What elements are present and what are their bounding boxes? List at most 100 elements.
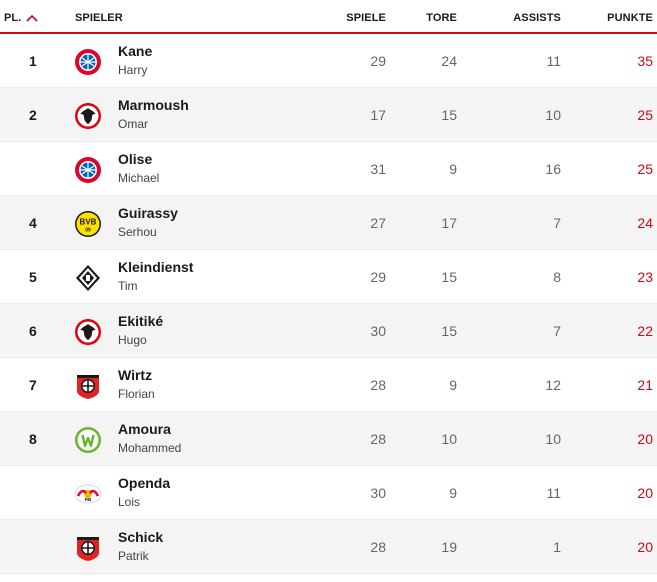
player-lastname[interactable]: Olise — [118, 151, 153, 167]
table-row[interactable]: RB Openda Lois 30 9 11 20 — [0, 466, 657, 520]
rank-cell: 6 — [29, 323, 37, 339]
player-name[interactable]: Schick Patrik — [118, 529, 163, 564]
assists-cell: 8 — [553, 269, 561, 285]
goals-cell: 24 — [441, 53, 457, 69]
player-lastname[interactable]: Guirassy — [118, 205, 178, 221]
points-cell: 35 — [637, 53, 653, 69]
points-cell: 24 — [637, 215, 653, 231]
games-header[interactable]: SPIELE — [346, 12, 386, 24]
player-firstname: Mohammed — [118, 441, 182, 455]
assists-cell: 12 — [545, 377, 561, 393]
table-row[interactable]: 4 BVB 09 Guirassy Serhou 27 17 7 24 — [0, 196, 657, 250]
player-name[interactable]: Kane Harry — [118, 43, 152, 78]
vfl-wolfsburg-crest-icon — [73, 425, 103, 455]
player-lastname[interactable]: Ekitiké — [118, 313, 164, 329]
borussia-moenchengladbach-crest-icon — [73, 263, 103, 293]
player-firstname: Harry — [118, 63, 148, 77]
rank-cell: 2 — [29, 107, 37, 123]
player-name[interactable]: Guirassy Serhou — [118, 205, 178, 240]
player-lastname[interactable]: Schick — [118, 529, 164, 545]
player-name[interactable]: Kleindienst Tim — [118, 259, 193, 294]
player-name[interactable]: Amoura Mohammed — [118, 421, 181, 456]
rank-cell: 8 — [29, 431, 37, 447]
assists-cell: 1 — [553, 539, 561, 555]
player-lastname[interactable]: Marmoush — [118, 97, 189, 113]
goals-cell: 10 — [441, 431, 457, 447]
svg-text:BVB: BVB — [80, 218, 97, 227]
goals-cell: 15 — [441, 323, 457, 339]
player-firstname: Patrik — [118, 549, 149, 563]
games-cell: 29 — [370, 269, 386, 285]
table-row[interactable]: 6 Ekitiké Hugo 30 15 7 22 — [0, 304, 657, 358]
points-cell: 20 — [637, 485, 653, 501]
assists-header[interactable]: ASSISTS — [513, 12, 561, 24]
player-name[interactable]: Olise Michael — [118, 151, 159, 186]
table-row[interactable]: 7 Wirtz Florian 28 9 12 21 — [0, 358, 657, 412]
table-row[interactable]: 1 Kane Harry 29 24 11 35 — [0, 34, 657, 88]
bayer-leverkusen-crest-icon — [73, 371, 103, 401]
player-name[interactable]: Openda Lois — [118, 475, 170, 510]
goals-cell: 9 — [449, 161, 457, 177]
player-lastname[interactable]: Amoura — [118, 421, 171, 437]
games-cell: 31 — [370, 161, 386, 177]
player-firstname: Florian — [118, 387, 155, 401]
rank-cell: 5 — [29, 269, 37, 285]
chevron-up-icon — [26, 14, 38, 22]
games-cell: 17 — [370, 107, 386, 123]
assists-cell: 10 — [545, 107, 561, 123]
goals-cell: 17 — [441, 215, 457, 231]
assists-cell: 16 — [545, 161, 561, 177]
borussia-dortmund-crest-icon: BVB 09 — [73, 209, 103, 239]
player-lastname[interactable]: Kane — [118, 43, 153, 59]
rank-sort-header[interactable]: PL. — [4, 12, 38, 24]
rb-leipzig-crest-icon: RB — [73, 479, 103, 509]
points-cell: 25 — [637, 161, 653, 177]
player-lastname[interactable]: Openda — [118, 475, 171, 491]
goals-cell: 9 — [449, 485, 457, 501]
eintracht-frankfurt-crest-icon — [73, 101, 103, 131]
points-cell: 25 — [637, 107, 653, 123]
player-lastname[interactable]: Wirtz — [118, 367, 153, 383]
svg-text:09: 09 — [85, 228, 91, 234]
player-firstname: Michael — [118, 171, 160, 185]
points-cell: 20 — [637, 431, 653, 447]
table-header: PL. SPIELER SPIELE TORE ASSISTS PUNKTE — [0, 0, 657, 34]
player-name[interactable]: Marmoush Omar — [118, 97, 189, 132]
assists-cell: 10 — [545, 431, 561, 447]
points-cell: 20 — [637, 539, 653, 555]
table-body: 1 Kane Harry 29 24 11 35 2 Marmoush Omar 17 15 10 25 O… — [0, 34, 657, 574]
rank-header-label: PL. — [4, 12, 22, 24]
player-lastname[interactable]: Kleindienst — [118, 259, 194, 275]
games-cell: 29 — [370, 53, 386, 69]
assists-cell: 11 — [546, 485, 561, 501]
games-cell: 30 — [370, 323, 386, 339]
games-cell: 30 — [370, 485, 386, 501]
bayern-muenchen-crest-icon — [73, 47, 103, 77]
assists-cell: 11 — [546, 53, 561, 69]
goals-header[interactable]: TORE — [426, 12, 457, 24]
games-cell: 27 — [370, 215, 386, 231]
goals-cell: 15 — [441, 269, 457, 285]
rank-cell: 7 — [29, 377, 37, 393]
player-firstname: Omar — [118, 117, 148, 131]
table-row[interactable]: 5 Kleindienst Tim 29 15 8 23 — [0, 250, 657, 304]
table-row[interactable]: Olise Michael 31 9 16 25 — [0, 142, 657, 196]
table-row[interactable]: 2 Marmoush Omar 17 15 10 25 — [0, 88, 657, 142]
player-name[interactable]: Ekitiké Hugo — [118, 313, 163, 348]
points-cell: 22 — [637, 323, 653, 339]
bayer-leverkusen-crest-icon — [73, 533, 103, 563]
svg-text:RB: RB — [85, 497, 92, 502]
table-row[interactable]: Schick Patrik 28 19 1 20 — [0, 520, 657, 574]
assists-cell: 7 — [553, 323, 561, 339]
goals-cell: 9 — [449, 377, 457, 393]
player-firstname: Serhou — [118, 225, 157, 239]
player-header[interactable]: SPIELER — [75, 12, 123, 24]
points-header[interactable]: PUNKTE — [607, 12, 653, 24]
table-row[interactable]: 8 Amoura Mohammed 28 10 10 20 — [0, 412, 657, 466]
bayern-muenchen-crest-icon — [73, 155, 103, 185]
goals-cell: 15 — [441, 107, 457, 123]
points-cell: 23 — [637, 269, 653, 285]
player-name[interactable]: Wirtz Florian — [118, 367, 155, 402]
points-cell: 21 — [637, 377, 653, 393]
